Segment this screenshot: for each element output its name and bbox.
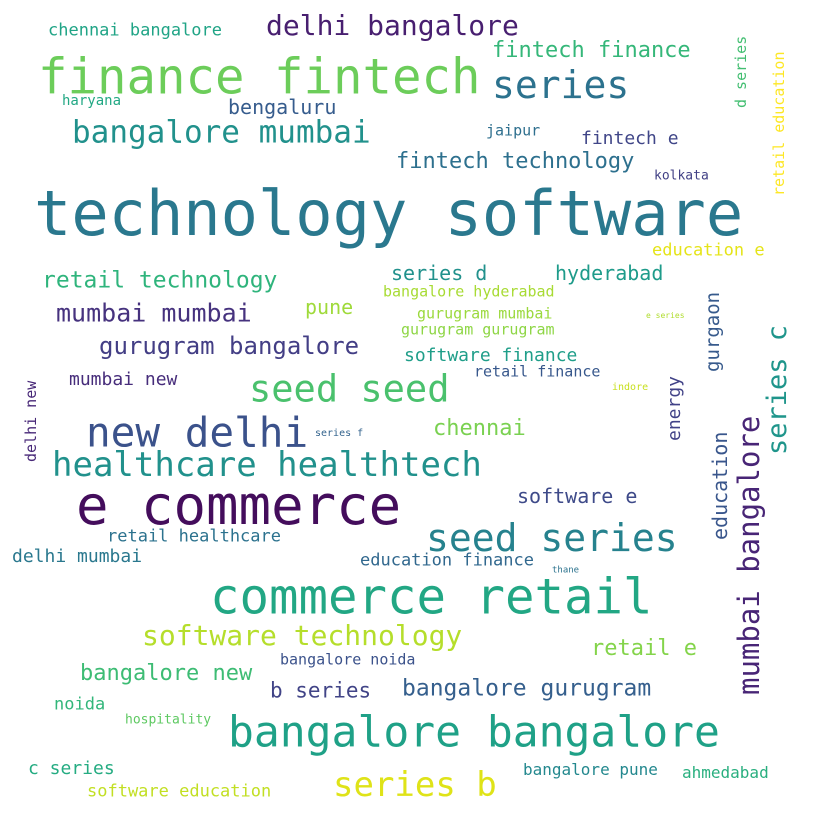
word: bangalore mumbai <box>72 114 371 151</box>
word: technology software <box>34 177 744 250</box>
word: fintech e <box>581 128 679 149</box>
vertical-word: gurgaon <box>702 291 724 372</box>
vertical-word: energy <box>664 375 685 441</box>
word: kolkata <box>654 168 709 184</box>
word: bangalore noida <box>280 650 416 669</box>
word: series b <box>333 765 497 805</box>
word: e series <box>646 311 685 320</box>
word: software e <box>517 484 638 508</box>
word: seed seed <box>249 367 450 411</box>
word: mumbai new <box>69 369 178 390</box>
word: jaipur <box>486 121 541 140</box>
word: healthcare healthtech <box>52 445 482 485</box>
word: haryana <box>62 93 122 109</box>
word: commerce retail <box>210 568 653 626</box>
vertical-word: series c <box>762 324 793 455</box>
vertical-word: education <box>708 431 732 540</box>
word: e commerce <box>76 474 402 537</box>
word: bangalore pune <box>523 760 658 779</box>
word: gurugram bangalore <box>99 332 360 360</box>
word: b series <box>270 678 372 703</box>
word: series <box>492 63 630 107</box>
word: finance fintech <box>38 48 481 106</box>
word: gurugram gurugram <box>401 320 555 339</box>
word: gurugram mumbai <box>417 304 553 323</box>
word: retail healthcare <box>107 526 281 547</box>
vertical-word: retail education <box>770 51 788 197</box>
word: series f <box>315 428 364 439</box>
word: indore <box>612 382 649 393</box>
word: hospitality <box>125 712 212 728</box>
word: retail e <box>591 636 697 661</box>
vertical-word: delhi new <box>22 380 40 462</box>
word: retail technology <box>42 267 278 294</box>
word: fintech technology <box>396 149 635 174</box>
word: thane <box>552 565 580 576</box>
word: delhi bangalore <box>266 9 519 42</box>
word: fintech finance <box>492 38 691 63</box>
word: chennai <box>433 416 526 441</box>
word: seed series <box>426 516 678 560</box>
word: delhi mumbai <box>12 546 143 567</box>
word: ahmedabad <box>682 763 769 782</box>
word: bangalore new <box>80 661 253 686</box>
word: new delhi <box>86 408 309 457</box>
word: series d <box>391 261 488 285</box>
word: chennai bangalore <box>48 20 222 41</box>
word: bangalore bangalore <box>228 707 720 758</box>
word: bangalore gurugram <box>402 675 652 702</box>
word: noida <box>54 694 106 715</box>
word: hyderabad <box>555 261 664 285</box>
word: bengaluru <box>228 95 337 119</box>
word: software technology <box>142 619 463 652</box>
vertical-word: mumbai bangalore <box>732 415 766 695</box>
word: software finance <box>404 345 578 366</box>
vertical-word: d series <box>732 35 750 108</box>
word: pune <box>305 295 354 319</box>
word: education finance <box>360 550 534 571</box>
word: software education <box>87 781 272 802</box>
word: retail finance <box>474 362 601 381</box>
word: bangalore hyderabad <box>383 282 555 301</box>
word: education e <box>652 240 765 261</box>
word: mumbai mumbai <box>56 298 252 328</box>
word: c series <box>28 758 115 779</box>
